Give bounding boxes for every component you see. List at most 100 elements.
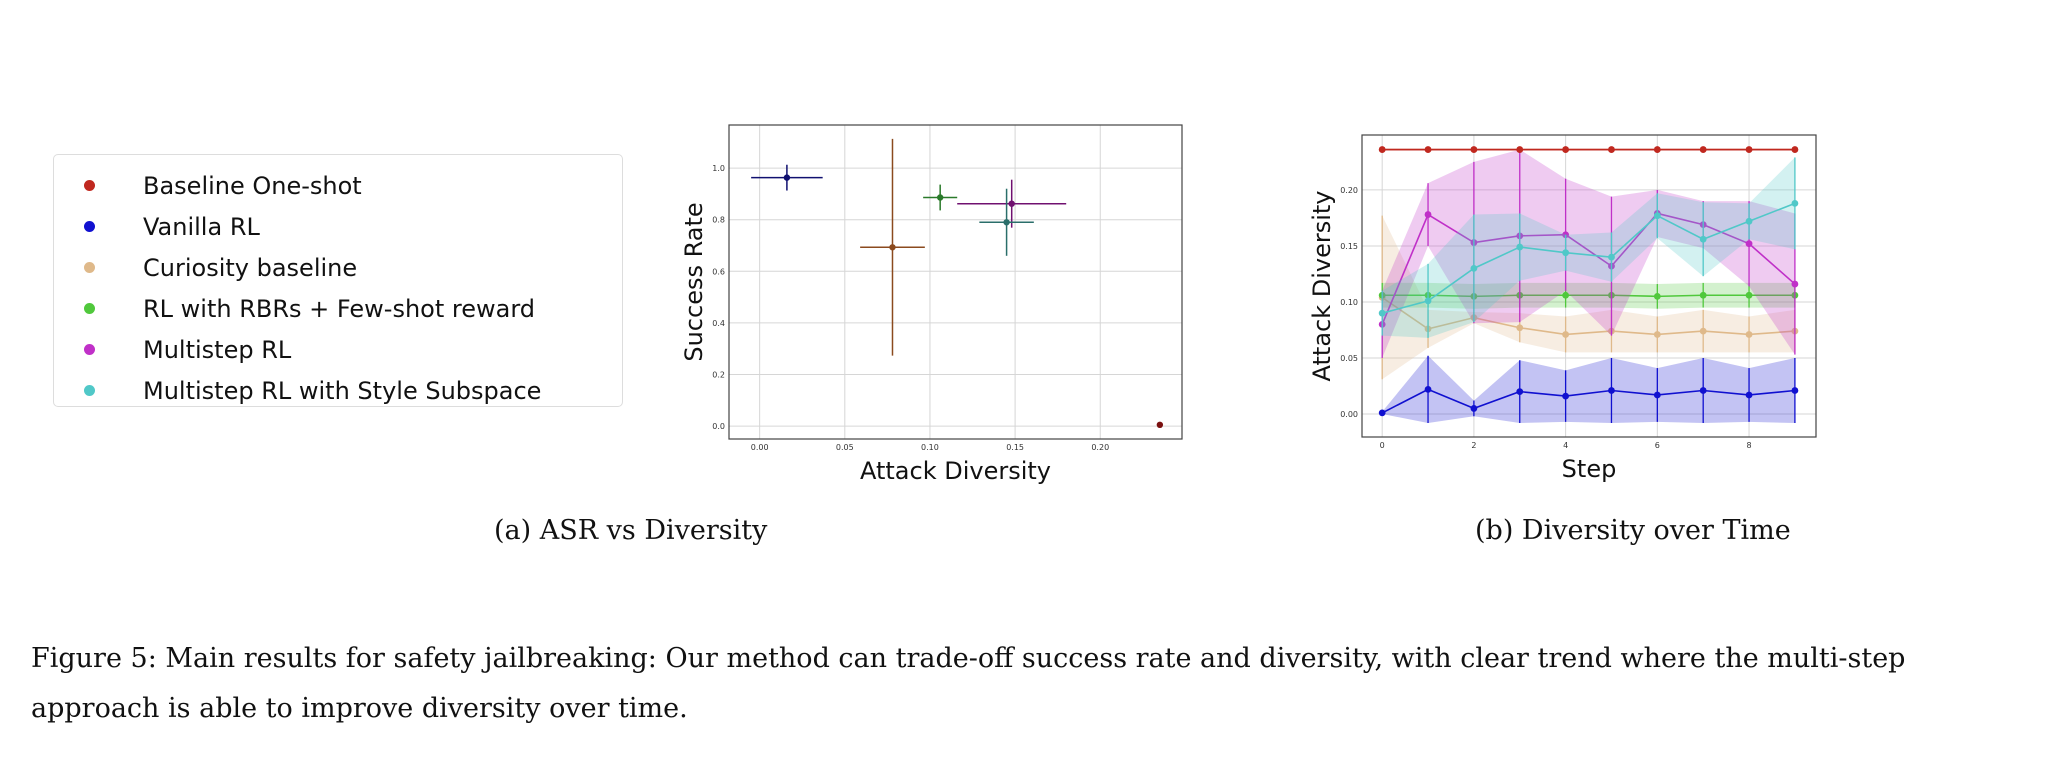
point-marker xyxy=(1424,385,1432,393)
legend-item: Vanilla RL xyxy=(54,207,622,247)
point-marker xyxy=(1699,146,1707,153)
point-marker xyxy=(1378,409,1386,417)
point-marker xyxy=(1791,146,1799,153)
chart-diversity-over-time: 0 2 4 6 8 0.00 0.05 0.10 0.15 0.20 Step Attack Dive… xyxy=(1308,134,1817,483)
confidence-band xyxy=(1382,157,1795,338)
y-tick-label: 0.6 xyxy=(712,267,725,276)
data-point xyxy=(923,184,958,211)
point-marker xyxy=(1424,146,1432,153)
y-tick-label: 1.0 xyxy=(712,164,725,173)
point-marker xyxy=(1699,291,1707,299)
series-line xyxy=(1381,212,1796,325)
point-marker xyxy=(1562,331,1570,338)
y-tick-label: 0.00 xyxy=(1340,410,1358,419)
point-marker xyxy=(1516,324,1524,332)
series xyxy=(1378,146,1799,153)
x-tick-label: 8 xyxy=(1746,441,1751,450)
point-marker xyxy=(1562,392,1570,400)
legend-marker xyxy=(84,221,95,232)
y-axis-label: Attack Diversity xyxy=(1308,190,1336,381)
series-line xyxy=(1381,296,1795,336)
y-tick-label: 0.05 xyxy=(1340,354,1358,363)
point-marker xyxy=(1470,146,1478,153)
y-axis-label: Success Rate xyxy=(680,202,708,361)
legend-marker xyxy=(84,262,95,273)
point-marker xyxy=(1745,240,1753,248)
legend-item: Baseline One-shot xyxy=(54,166,622,206)
point-marker xyxy=(1516,388,1524,396)
x-tick-label: 4 xyxy=(1563,441,1568,450)
data-point xyxy=(979,188,1034,256)
legend-item: Multistep RL with Style Subspace xyxy=(54,371,622,411)
point-marker xyxy=(1562,249,1570,257)
series-line xyxy=(1382,294,1795,298)
legend-label: Vanilla RL xyxy=(143,213,260,241)
data-point xyxy=(860,138,925,356)
point-marker xyxy=(1516,243,1524,251)
point-marker xyxy=(1008,200,1015,207)
point-marker xyxy=(889,244,896,251)
point-marker xyxy=(1470,264,1478,272)
y-tick-label: 0.0 xyxy=(712,422,725,431)
point-marker xyxy=(1378,309,1386,317)
point-marker xyxy=(1378,146,1386,153)
legend-label: Curiosity baseline xyxy=(143,254,358,282)
point-marker xyxy=(1608,387,1615,394)
point-marker xyxy=(1745,391,1753,399)
x-tick-label: 0.15 xyxy=(1006,443,1024,452)
y-tick-label: 0.15 xyxy=(1340,242,1358,251)
x-axis-label: Step xyxy=(1562,455,1617,483)
x-tick-label: 2 xyxy=(1471,441,1476,450)
point-marker xyxy=(936,194,944,201)
point-marker xyxy=(1653,391,1661,399)
confidence-band xyxy=(1382,355,1795,423)
point-marker xyxy=(1745,217,1753,225)
x-tick-label: 0.00 xyxy=(751,443,769,452)
point-marker xyxy=(1424,211,1432,218)
legend-item: Curiosity baseline xyxy=(54,248,622,288)
point-marker xyxy=(1791,199,1799,207)
data-point xyxy=(1156,421,1164,429)
y-tick-label: 0.20 xyxy=(1340,186,1358,195)
data-point xyxy=(957,179,1067,228)
point-marker xyxy=(1653,212,1661,220)
y-tick-label: 0.4 xyxy=(712,319,725,328)
point-marker xyxy=(1745,291,1753,299)
legend-item: Multistep RL xyxy=(54,330,622,370)
point-marker xyxy=(1608,253,1615,261)
x-tick-label: 0 xyxy=(1380,441,1385,450)
x-tick-label: 0.20 xyxy=(1091,443,1109,452)
x-tick-label: 0.05 xyxy=(836,443,854,452)
series xyxy=(1378,157,1799,338)
legend-marker xyxy=(84,180,95,191)
series-line xyxy=(1381,202,1796,314)
x-tick-label: 0.10 xyxy=(921,443,939,452)
legend: Baseline One-shot Vanilla RL Curiosity b… xyxy=(53,154,623,407)
point-marker xyxy=(1424,297,1432,305)
y-tick-label: 0.10 xyxy=(1340,298,1358,307)
plot-frame xyxy=(728,124,1183,440)
legend-marker xyxy=(84,385,95,396)
point-marker xyxy=(1608,146,1615,153)
y-tick-label: 0.8 xyxy=(712,216,725,225)
point-marker xyxy=(1653,292,1661,300)
legend-label: Multistep RL xyxy=(143,336,292,364)
confidence-band xyxy=(1382,149,1795,358)
point-marker xyxy=(1470,405,1478,412)
point-marker xyxy=(1562,291,1570,299)
confidence-band xyxy=(1382,215,1795,380)
legend-marker xyxy=(84,344,95,355)
y-tick-label: 0.2 xyxy=(712,370,725,379)
point-marker xyxy=(1653,146,1661,153)
point-marker xyxy=(783,174,791,181)
x-tick-label: 6 xyxy=(1655,441,1660,450)
point-marker xyxy=(1699,235,1707,243)
plot-frame xyxy=(1361,134,1817,438)
point-marker xyxy=(1156,421,1164,429)
point-marker xyxy=(1745,146,1753,153)
data-point xyxy=(751,164,823,191)
subcaption-b: (b) Diversity over Time xyxy=(1475,515,1791,546)
point-marker xyxy=(1003,219,1010,226)
legend-label: Baseline One-shot xyxy=(143,172,362,200)
